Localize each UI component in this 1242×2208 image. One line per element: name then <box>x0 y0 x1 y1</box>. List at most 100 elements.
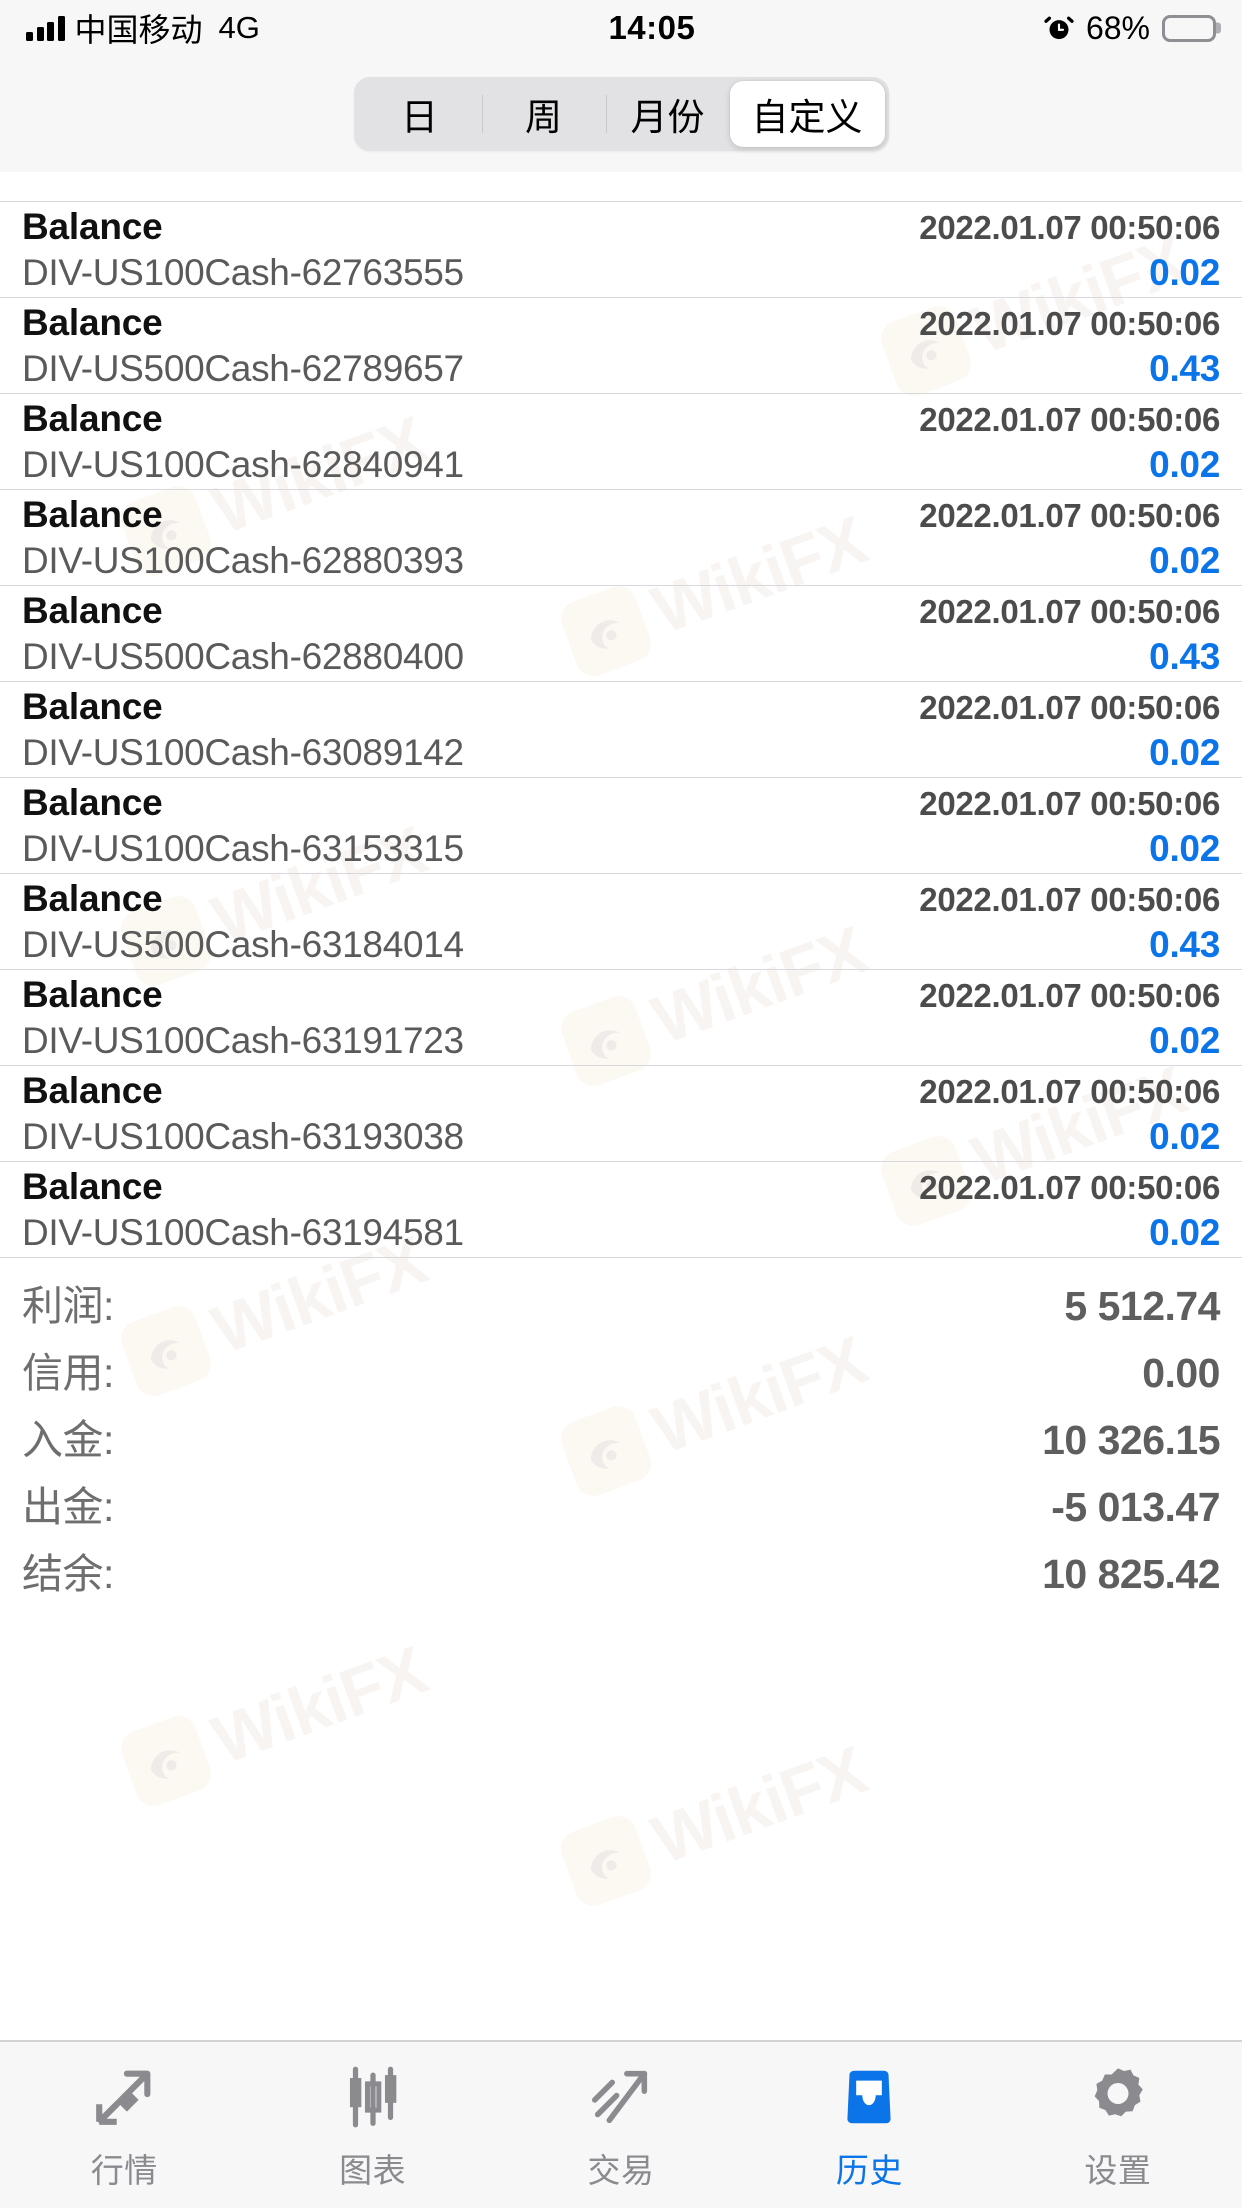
table-row[interactable]: Balance 2022.01.07 00:50:06 DIV-US100Cash-… <box>0 970 1242 1066</box>
segment-month-label: 月份 <box>630 97 705 138</box>
row-symbol-label: DIV-US500Cash-62880400 <box>22 635 464 677</box>
row-timestamp: 2022.01.07 00:50:06 <box>919 880 1220 918</box>
table-row[interactable]: DIV-US500Cash-62700020 0.43 <box>0 172 1242 202</box>
row-amount-value: 0.02 <box>1149 1115 1220 1157</box>
row-header: Balance 2022.01.07 00:50:06 <box>22 878 1220 920</box>
table-row[interactable]: Balance 2022.01.07 00:50:06 DIV-US100Cash-… <box>0 394 1242 490</box>
segment-month[interactable]: 月份 <box>605 81 730 147</box>
summary-label: 利润: <box>22 1283 114 1329</box>
row-type-label: Balance <box>22 877 163 919</box>
row-detail: DIV-US100Cash-62880393 0.02 <box>22 540 1220 582</box>
table-row[interactable]: Balance 2022.01.07 00:50:06 DIV-US500Cash-… <box>0 586 1242 682</box>
battery-icon <box>1162 14 1216 42</box>
status-bar-right: 68% <box>1044 10 1216 47</box>
tab-history[interactable]: 历史 <box>745 2060 993 2192</box>
row-header: Balance 2022.01.07 00:50:06 <box>22 974 1220 1016</box>
period-filter-bar: 日 周 月份 自定义 <box>0 56 1242 172</box>
candlestick-chart-icon <box>336 2060 410 2134</box>
segment-week-label: 周 <box>525 97 562 138</box>
table-row[interactable]: Balance 2022.01.07 00:50:06 DIV-US100Cash-… <box>0 490 1242 586</box>
row-detail: DIV-US100Cash-63089142 0.02 <box>22 732 1220 774</box>
row-symbol-label: DIV-US500Cash-63184014 <box>22 923 464 965</box>
row-type-label: Balance <box>22 1069 163 1111</box>
history-tray-icon <box>832 2060 906 2134</box>
row-amount-value: 0.02 <box>1149 827 1220 869</box>
summary-row: 结余: 10 825.42 <box>22 1540 1220 1607</box>
table-row[interactable]: Balance 2022.01.07 00:50:06 DIV-US100Cash-… <box>0 202 1242 298</box>
row-amount-value: 0.43 <box>1149 172 1220 180</box>
gear-icon <box>1081 2060 1155 2134</box>
row-symbol-label: DIV-US100Cash-62880393 <box>22 539 464 581</box>
row-header: Balance 2022.01.07 00:50:06 <box>22 206 1220 248</box>
tab-charts-label: 图表 <box>339 2152 407 2189</box>
row-symbol-label: DIV-US100Cash-63193038 <box>22 1115 464 1157</box>
summary-value: 10 825.42 <box>1042 1551 1220 1597</box>
summary-label: 出金: <box>22 1484 114 1530</box>
row-detail: DIV-US500Cash-62789657 0.43 <box>22 348 1220 390</box>
row-timestamp: 2022.01.07 00:50:06 <box>919 304 1220 342</box>
row-amount-value: 0.02 <box>1149 731 1220 773</box>
row-detail: DIV-US100Cash-62763555 0.02 <box>22 252 1220 294</box>
account-summary: 利润: 5 512.74 信用: 0.00 入金: 10 326.15 出金: -5 013.… <box>0 1258 1242 1607</box>
summary-row: 利润: 5 512.74 <box>22 1272 1220 1339</box>
row-amount-value: 0.43 <box>1149 635 1220 677</box>
summary-value: 0.00 <box>1142 1350 1220 1396</box>
row-amount-value: 0.43 <box>1149 347 1220 389</box>
table-row[interactable]: Balance 2022.01.07 00:50:06 DIV-US500Cash-… <box>0 874 1242 970</box>
row-amount-value: 0.02 <box>1149 539 1220 581</box>
tab-charts[interactable]: 图表 <box>248 2060 496 2192</box>
table-row[interactable]: Balance 2022.01.07 00:50:06 DIV-US100Cash-… <box>0 778 1242 874</box>
tab-quotes[interactable]: 行情 <box>0 2060 248 2192</box>
row-symbol-label: DIV-US100Cash-63194581 <box>22 1211 464 1253</box>
segment-custom[interactable]: 自定义 <box>729 81 885 147</box>
row-type-label: Balance <box>22 397 163 439</box>
row-timestamp: 2022.01.07 00:50:06 <box>919 1168 1220 1206</box>
history-list[interactable]: DIV-US500Cash-62700020 0.43 Balance 2022.01… <box>0 172 1242 2040</box>
row-symbol-label: DIV-US100Cash-62840941 <box>22 443 464 485</box>
row-type-label: Balance <box>22 493 163 535</box>
row-header: Balance 2022.01.07 00:50:06 <box>22 302 1220 344</box>
row-detail: DIV-US100Cash-62840941 0.02 <box>22 444 1220 486</box>
row-detail: DIV-US500Cash-63184014 0.43 <box>22 924 1220 966</box>
clock-label: 14:05 <box>608 9 696 46</box>
table-row[interactable]: Balance 2022.01.07 00:50:06 DIV-US500Cash-… <box>0 298 1242 394</box>
row-detail: DIV-US100Cash-63194581 0.02 <box>22 1212 1220 1254</box>
table-row[interactable]: Balance 2022.01.07 00:50:06 DIV-US100Cash-… <box>0 1162 1242 1258</box>
network-type-label: 4G <box>218 10 260 45</box>
row-amount-value: 0.02 <box>1149 251 1220 293</box>
table-row[interactable]: Balance 2022.01.07 00:50:06 DIV-US100Cash-… <box>0 682 1242 778</box>
status-bar: 中国移动 4G 14:05 68% <box>0 0 1242 56</box>
row-type-label: Balance <box>22 301 163 343</box>
summary-value: 10 326.15 <box>1042 1417 1220 1463</box>
row-symbol-label: DIV-US100Cash-62763555 <box>22 251 464 293</box>
period-segmented-control[interactable]: 日 周 月份 自定义 <box>353 77 889 151</box>
row-timestamp: 2022.01.07 00:50:06 <box>919 1072 1220 1110</box>
row-detail: DIV-US500Cash-62700020 0.43 <box>22 172 1220 201</box>
segment-week[interactable]: 周 <box>481 81 606 147</box>
summary-label: 入金: <box>22 1417 114 1463</box>
signal-bars-icon <box>26 15 65 41</box>
row-symbol-label: DIV-US500Cash-62789657 <box>22 347 464 389</box>
row-amount-value: 0.02 <box>1149 443 1220 485</box>
status-bar-center: 14:05 <box>260 9 1044 47</box>
row-amount-value: 0.02 <box>1149 1019 1220 1061</box>
tab-history-label: 历史 <box>835 2152 903 2189</box>
summary-label: 结余: <box>22 1551 114 1597</box>
row-header: Balance 2022.01.07 00:50:06 <box>22 494 1220 536</box>
table-row[interactable]: Balance 2022.01.07 00:50:06 DIV-US100Cash-… <box>0 1066 1242 1162</box>
row-timestamp: 2022.01.07 00:50:06 <box>919 496 1220 534</box>
summary-value: 5 512.74 <box>1064 1283 1220 1329</box>
row-symbol-label: DIV-US100Cash-63153315 <box>22 827 464 869</box>
segment-custom-label: 自定义 <box>751 97 863 138</box>
row-symbol-label: DIV-US500Cash-62700020 <box>22 172 464 180</box>
row-amount-value: 0.43 <box>1149 923 1220 965</box>
tab-settings[interactable]: 设置 <box>994 2060 1242 2192</box>
row-type-label: Balance <box>22 685 163 727</box>
tab-trade[interactable]: 交易 <box>497 2060 745 2192</box>
summary-value: -5 013.47 <box>1051 1484 1220 1530</box>
segment-day[interactable]: 日 <box>358 81 482 147</box>
row-symbol-label: DIV-US100Cash-63191723 <box>22 1019 464 1061</box>
row-amount-value: 0.02 <box>1149 1211 1220 1253</box>
row-detail: DIV-US100Cash-63193038 0.02 <box>22 1116 1220 1158</box>
